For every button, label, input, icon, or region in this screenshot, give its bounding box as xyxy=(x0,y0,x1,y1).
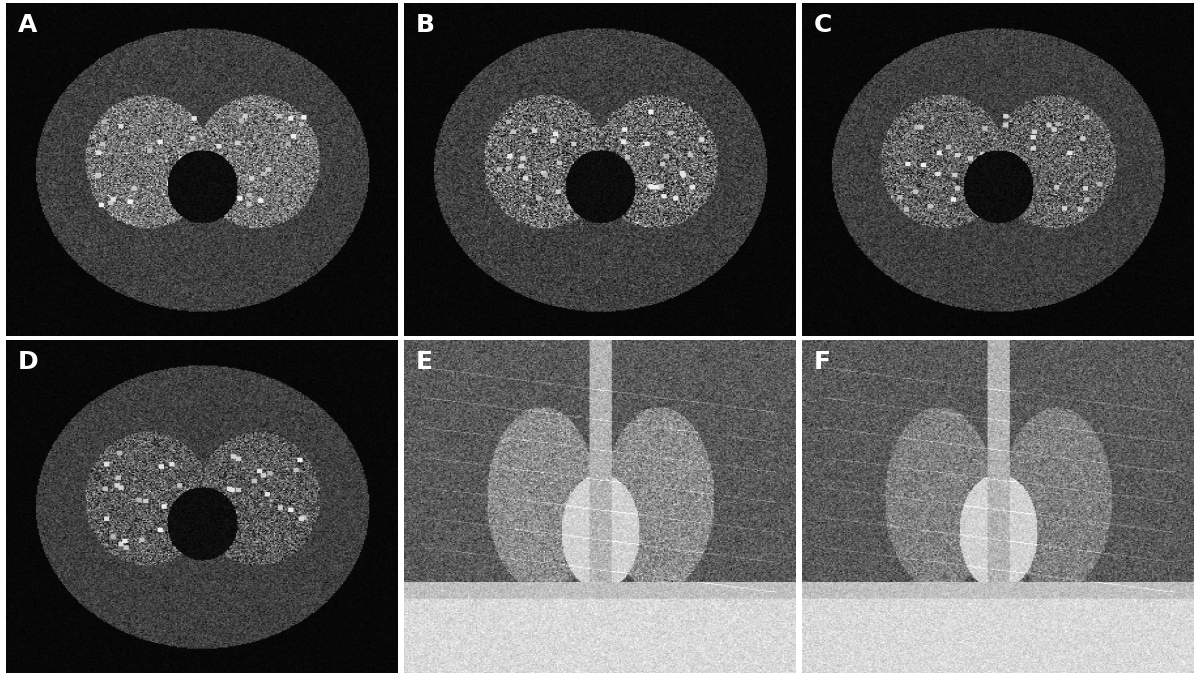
Text: E: E xyxy=(415,349,433,374)
Text: C: C xyxy=(814,14,832,37)
Text: B: B xyxy=(415,14,434,37)
Text: D: D xyxy=(18,349,38,374)
Text: A: A xyxy=(18,14,37,37)
Text: F: F xyxy=(814,349,830,374)
